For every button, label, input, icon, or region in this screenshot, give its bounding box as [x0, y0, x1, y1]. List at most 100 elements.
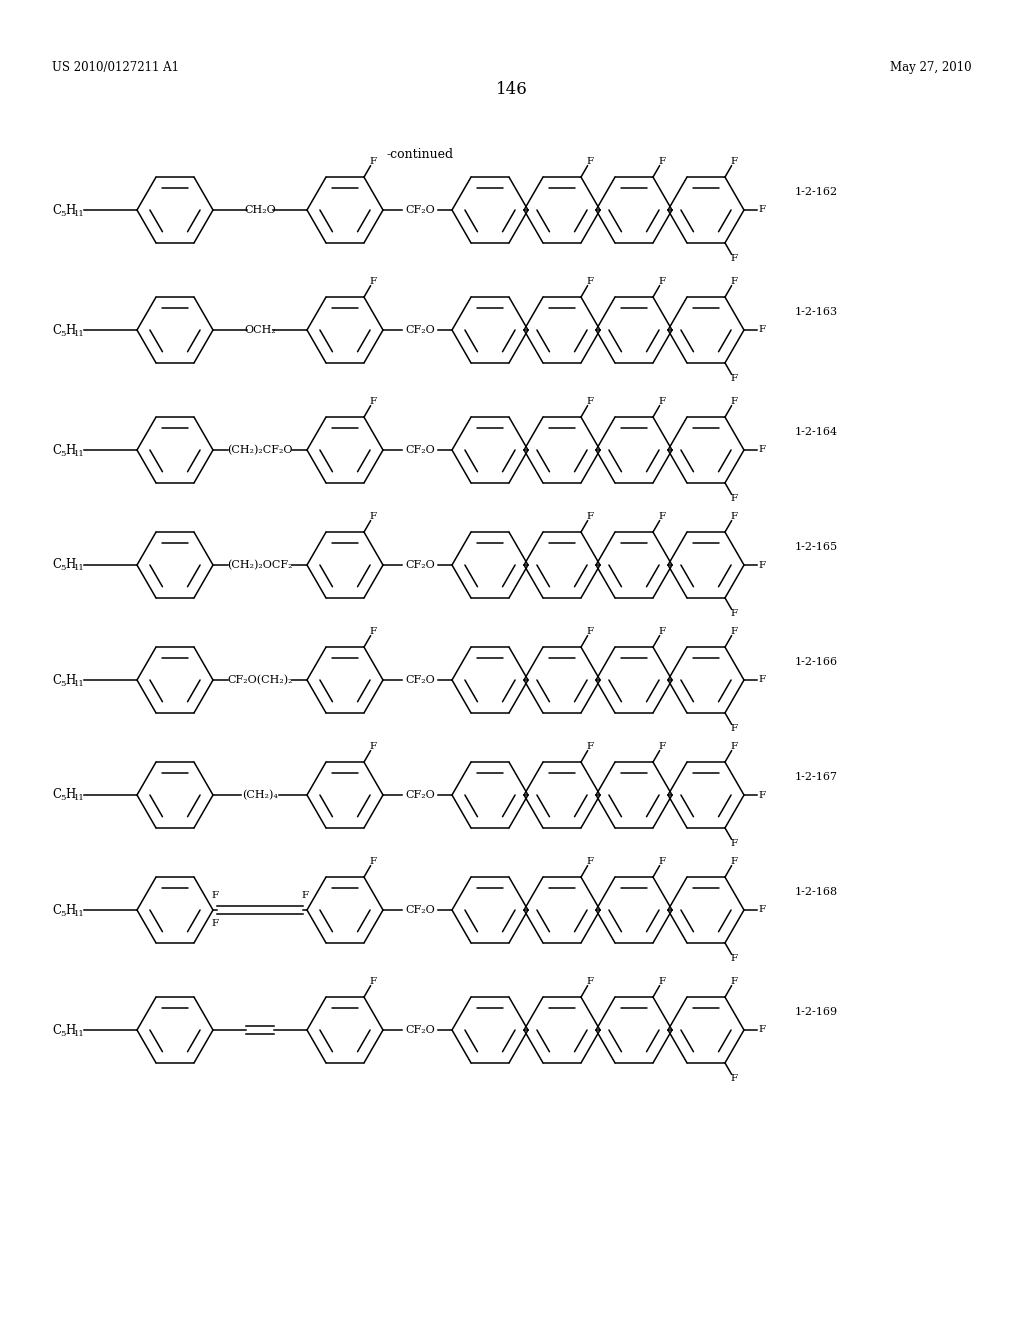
Text: 11: 11 — [74, 450, 85, 458]
Text: H: H — [65, 444, 75, 457]
Text: H: H — [65, 903, 75, 916]
Text: F: F — [587, 396, 594, 405]
Text: F: F — [587, 977, 594, 986]
Text: C: C — [52, 903, 61, 916]
Text: F: F — [658, 277, 666, 285]
Text: CF₂O(CH₂)₂: CF₂O(CH₂)₂ — [227, 675, 293, 685]
Text: OCH₂: OCH₂ — [244, 325, 275, 335]
Text: F: F — [731, 512, 738, 520]
Text: CH₂O: CH₂O — [244, 205, 275, 215]
Text: F: F — [731, 954, 738, 964]
Text: US 2010/0127211 A1: US 2010/0127211 A1 — [52, 62, 179, 74]
Text: 1-2-165: 1-2-165 — [795, 543, 838, 552]
Text: F: F — [211, 891, 218, 900]
Text: CF₂O: CF₂O — [406, 789, 435, 800]
Text: F: F — [370, 627, 377, 635]
Text: CF₂O: CF₂O — [406, 675, 435, 685]
Text: CF₂O: CF₂O — [406, 560, 435, 570]
Text: F: F — [370, 157, 377, 165]
Text: F: F — [658, 977, 666, 986]
Text: F: F — [658, 742, 666, 751]
Text: F: F — [759, 906, 766, 915]
Text: 11: 11 — [74, 210, 85, 218]
Text: 5: 5 — [60, 450, 66, 458]
Text: C: C — [52, 558, 61, 572]
Text: 5: 5 — [60, 909, 66, 917]
Text: F: F — [587, 157, 594, 165]
Text: F: F — [658, 627, 666, 635]
Text: (CH₂)₂OCF₂: (CH₂)₂OCF₂ — [227, 560, 293, 570]
Text: F: F — [731, 396, 738, 405]
Text: 5: 5 — [60, 210, 66, 218]
Text: F: F — [731, 742, 738, 751]
Text: 11: 11 — [74, 1030, 85, 1038]
Text: F: F — [658, 857, 666, 866]
Text: -continued: -continued — [386, 149, 454, 161]
Text: F: F — [731, 375, 738, 383]
Text: 1-2-167: 1-2-167 — [795, 772, 838, 781]
Text: H: H — [65, 673, 75, 686]
Text: F: F — [370, 277, 377, 285]
Text: F: F — [370, 742, 377, 751]
Text: C: C — [52, 673, 61, 686]
Text: H: H — [65, 323, 75, 337]
Text: 5: 5 — [60, 565, 66, 573]
Text: CF₂O: CF₂O — [406, 325, 435, 335]
Text: H: H — [65, 558, 75, 572]
Text: F: F — [731, 1074, 738, 1084]
Text: 1-2-166: 1-2-166 — [795, 657, 838, 667]
Text: F: F — [658, 396, 666, 405]
Text: F: F — [587, 627, 594, 635]
Text: C: C — [52, 1023, 61, 1036]
Text: 5: 5 — [60, 330, 66, 338]
Text: F: F — [370, 512, 377, 520]
Text: F: F — [731, 277, 738, 285]
Text: F: F — [731, 977, 738, 986]
Text: (CH₂)₄: (CH₂)₄ — [242, 789, 278, 800]
Text: 1-2-168: 1-2-168 — [795, 887, 838, 898]
Text: 1-2-164: 1-2-164 — [795, 426, 838, 437]
Text: F: F — [731, 627, 738, 635]
Text: H: H — [65, 1023, 75, 1036]
Text: F: F — [731, 495, 738, 503]
Text: F: F — [211, 920, 218, 928]
Text: 1-2-162: 1-2-162 — [795, 187, 838, 197]
Text: C: C — [52, 323, 61, 337]
Text: CF₂O: CF₂O — [406, 1026, 435, 1035]
Text: F: F — [759, 326, 766, 334]
Text: F: F — [587, 857, 594, 866]
Text: F: F — [370, 857, 377, 866]
Text: 1-2-169: 1-2-169 — [795, 1007, 838, 1016]
Text: F: F — [731, 840, 738, 849]
Text: F: F — [370, 396, 377, 405]
Text: CF₂O: CF₂O — [406, 906, 435, 915]
Text: F: F — [731, 725, 738, 734]
Text: (CH₂)₂CF₂O: (CH₂)₂CF₂O — [227, 445, 293, 455]
Text: 146: 146 — [496, 82, 528, 99]
Text: 5: 5 — [60, 795, 66, 803]
Text: F: F — [731, 857, 738, 866]
Text: 11: 11 — [74, 330, 85, 338]
Text: F: F — [759, 561, 766, 569]
Text: F: F — [587, 277, 594, 285]
Text: CF₂O: CF₂O — [406, 445, 435, 455]
Text: F: F — [587, 742, 594, 751]
Text: F: F — [759, 676, 766, 685]
Text: 11: 11 — [74, 680, 85, 688]
Text: F: F — [731, 610, 738, 619]
Text: H: H — [65, 788, 75, 801]
Text: 5: 5 — [60, 680, 66, 688]
Text: F: F — [658, 512, 666, 520]
Text: 5: 5 — [60, 1030, 66, 1038]
Text: F: F — [658, 157, 666, 165]
Text: F: F — [759, 206, 766, 214]
Text: H: H — [65, 203, 75, 216]
Text: C: C — [52, 444, 61, 457]
Text: C: C — [52, 788, 61, 801]
Text: F: F — [759, 446, 766, 454]
Text: 11: 11 — [74, 565, 85, 573]
Text: F: F — [370, 977, 377, 986]
Text: F: F — [731, 255, 738, 264]
Text: F: F — [759, 791, 766, 800]
Text: 11: 11 — [74, 795, 85, 803]
